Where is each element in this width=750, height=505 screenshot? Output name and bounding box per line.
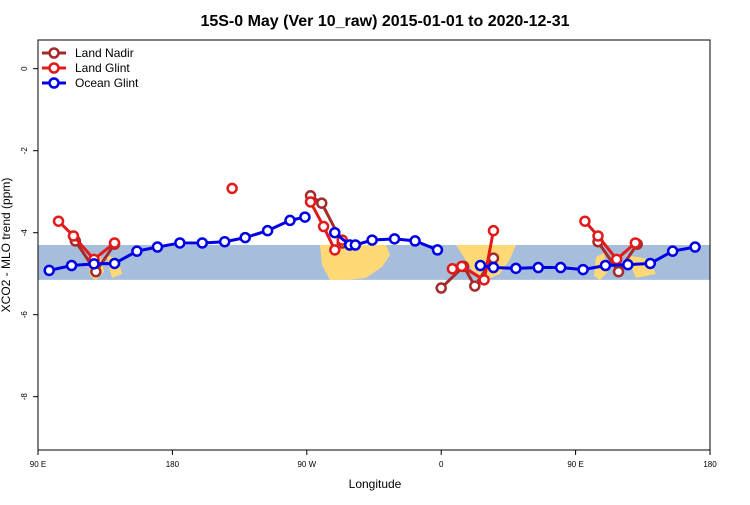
data-point-ocean-glint	[131, 245, 143, 257]
data-point-ocean-glint	[644, 257, 657, 270]
data-point-ocean-glint	[366, 234, 378, 246]
data-point-ocean-glint	[108, 257, 121, 270]
x-tick-label: 0	[439, 460, 444, 469]
data-point-ocean-glint	[329, 226, 341, 239]
data-point-land-glint	[304, 196, 317, 208]
data-point-land-nadir	[435, 282, 447, 294]
data-point-land-glint	[487, 224, 500, 237]
data-point-land-glint	[67, 230, 80, 242]
x-tick-label: 90 E	[567, 460, 583, 469]
data-point-land-glint	[226, 182, 238, 195]
legend: Land Nadir Land Glint Ocean Glint	[42, 46, 139, 90]
y-axis: 0 -2 -4 -6 -8	[20, 66, 38, 400]
x-tick-label: 90 W	[297, 460, 316, 469]
data-point-ocean-glint	[577, 263, 589, 276]
data-point-land-glint	[329, 244, 341, 256]
data-point-land-glint	[592, 230, 604, 242]
data-point-land-glint	[478, 274, 490, 286]
data-point-ocean-glint	[474, 259, 487, 272]
legend-label-land-nadir: Land Nadir	[75, 46, 134, 60]
data-point-ocean-glint	[239, 231, 251, 244]
data-point-ocean-glint	[388, 233, 401, 245]
series-line-land-glint	[583, 220, 637, 261]
series-layer	[43, 182, 701, 294]
chart-title: 15S-0 May (Ver 10_raw) 2015-01-01 to 202…	[200, 13, 569, 30]
data-point-ocean-glint	[151, 241, 164, 253]
x-axis: 90 E 180 90 W 0 90 E 180	[30, 450, 717, 469]
series-line-land-glint	[309, 201, 344, 252]
data-point-land-nadir	[315, 197, 328, 209]
data-point-land-glint	[317, 220, 330, 233]
data-point-ocean-glint	[487, 261, 500, 274]
data-point-ocean-glint	[284, 214, 296, 227]
data-point-land-glint	[610, 253, 623, 266]
data-point-ocean-glint	[532, 261, 545, 274]
data-point-ocean-glint	[554, 261, 567, 274]
data-point-land-glint	[629, 237, 642, 249]
data-point-ocean-glint	[299, 211, 311, 223]
data-point-ocean-glint	[196, 237, 209, 249]
y-tick-label: -8	[20, 393, 29, 401]
y-tick-label: -6	[20, 311, 29, 319]
legend-marker-ocean-glint	[48, 77, 60, 89]
series-line-land-glint	[57, 220, 116, 261]
data-point-ocean-glint	[666, 245, 679, 257]
data-point-ocean-glint	[218, 235, 231, 248]
legend-label-ocean-glint: Ocean Glint	[75, 76, 139, 90]
legend-label-land-glint: Land Glint	[75, 61, 130, 75]
data-point-ocean-glint	[174, 237, 186, 249]
x-tick-label: 90 E	[30, 460, 46, 469]
data-point-ocean-glint	[88, 258, 100, 270]
data-point-ocean-glint	[65, 259, 78, 272]
y-tick-label: 0	[20, 66, 29, 71]
data-point-land-nadir	[612, 265, 625, 278]
data-point-ocean-glint	[510, 262, 522, 275]
y-axis-label: XCO2 - MLO trend (ppm)	[0, 178, 13, 313]
legend-marker-land-nadir	[48, 47, 60, 59]
data-point-ocean-glint	[261, 224, 274, 237]
y-tick-label: -2	[20, 147, 29, 155]
data-point-ocean-glint	[689, 241, 701, 253]
data-point-land-glint	[446, 263, 459, 275]
plot-frame	[37, 39, 711, 451]
data-point-ocean-glint	[431, 244, 444, 256]
x-tick-label: 180	[703, 460, 717, 469]
x-axis-label: Longitude	[349, 477, 402, 491]
data-point-land-glint	[455, 260, 468, 273]
data-point-land-glint	[52, 215, 65, 227]
data-point-land-glint	[108, 237, 121, 249]
data-point-ocean-glint	[349, 239, 362, 251]
data-point-land-nadir	[469, 280, 481, 292]
y-tick-label: -4	[20, 229, 29, 237]
data-point-land-glint	[579, 215, 591, 227]
data-point-ocean-glint	[599, 259, 612, 272]
x-tick-label: 180	[166, 460, 180, 469]
legend-marker-land-glint	[48, 62, 60, 74]
data-point-ocean-glint	[409, 235, 421, 247]
data-point-ocean-glint	[622, 258, 634, 271]
data-point-ocean-glint	[43, 264, 55, 277]
